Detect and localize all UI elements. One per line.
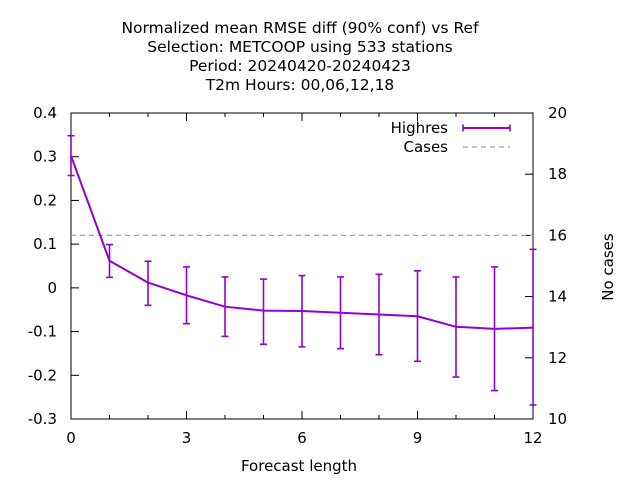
highres-errorbar	[298, 274, 306, 348]
series-layer	[67, 134, 537, 406]
highres-errorbar	[221, 276, 229, 338]
y2-tick-label: 10	[548, 410, 567, 428]
y2-axis: 20 18 16 14 12 10	[525, 104, 567, 428]
legend-label-highres: Highres	[391, 119, 449, 137]
chart-title-line: Period: 20240420-20240423	[189, 57, 411, 75]
y-tick-label: 0.1	[33, 235, 57, 253]
y-tick-label: -0.1	[28, 323, 57, 341]
y2-tick-label: 20	[548, 104, 567, 122]
highres-errorbar	[491, 266, 498, 392]
y-tick-label: 0.3	[33, 148, 57, 166]
y-tick-label: 0.2	[33, 191, 57, 209]
chart-title-line: Normalized mean RMSE diff (90% conf) vs …	[121, 19, 479, 37]
y-tick-label: 0	[47, 279, 57, 297]
chart-title-line: T2m Hours: 00,06,12,18	[205, 76, 395, 94]
chart-title: Normalized mean RMSE diff (90% conf) vs …	[121, 19, 479, 94]
y2-tick-label: 14	[548, 288, 567, 306]
x-axis-label: Forecast length	[241, 457, 357, 475]
x-tick-label: 3	[182, 429, 192, 447]
y2-axis-label: No cases	[599, 233, 617, 301]
highres-errorbar	[529, 248, 537, 406]
highres-errorbar	[106, 243, 113, 279]
highres-errorbar	[67, 134, 75, 177]
y-tick-label: 0.4	[33, 104, 57, 122]
highres-errorbar	[144, 260, 152, 307]
x-tick-label: 9	[413, 429, 423, 447]
x-tick-label: 0	[66, 429, 76, 447]
legend-label-cases: Cases	[403, 138, 448, 156]
y2-tick-label: 16	[548, 226, 567, 244]
highres-errorbar	[183, 266, 190, 325]
chart-title-line: Selection: METCOOP using 533 stations	[147, 38, 453, 56]
plot-area-border	[70, 112, 534, 420]
highres-errorbar	[414, 270, 421, 363]
y-axis: 0.4 0.3 0.2 0.1 0 -0.1 -0.2 -0.3	[28, 104, 79, 428]
x-tick-label: 12	[523, 429, 542, 447]
highres-errorbar	[375, 273, 383, 356]
x-axis: 0 3 6 9 12	[66, 113, 543, 447]
x-tick-label: 6	[297, 429, 307, 447]
y2-tick-label: 12	[548, 349, 567, 367]
y-tick-label: -0.2	[28, 366, 57, 384]
highres-errorbar	[260, 278, 267, 346]
y-tick-label: -0.3	[28, 410, 57, 428]
y2-tick-label: 18	[548, 165, 567, 183]
highres-errorbar	[337, 276, 344, 350]
highres-errorbar	[452, 276, 460, 378]
